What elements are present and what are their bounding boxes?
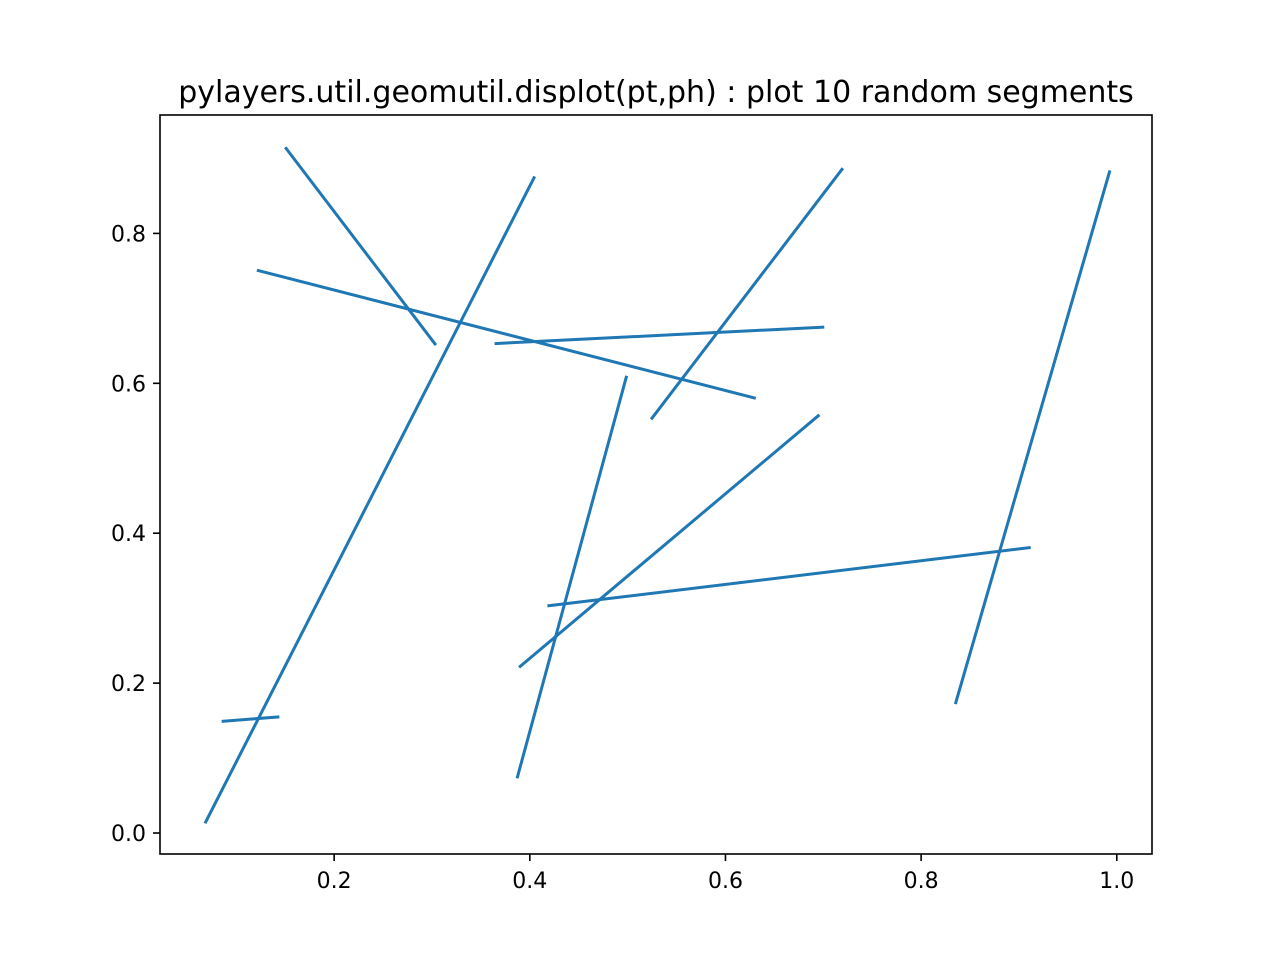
y-tick-label-3: 0.6 bbox=[111, 372, 146, 397]
x-tick-label-4: 1.0 bbox=[1099, 869, 1134, 894]
segment-3 bbox=[256, 268, 757, 400]
x-tick-label-0: 0.2 bbox=[317, 869, 352, 894]
segment-6 bbox=[515, 375, 629, 779]
segments-layer bbox=[203, 146, 1112, 824]
chart-title: pylayers.util.geomutil.displot(pt,ph) : … bbox=[178, 75, 1134, 110]
segment-7 bbox=[518, 413, 821, 669]
axes-frame bbox=[159, 114, 1153, 855]
ticks-layer: 0.2 0.4 0.6 0.8 1.0 0.0 0.2 0.4 0.6 0.8 bbox=[111, 222, 1134, 894]
y-tick-label-2: 0.4 bbox=[111, 522, 146, 547]
segment-2 bbox=[203, 175, 537, 824]
y-tick-label-4: 0.8 bbox=[111, 222, 146, 247]
segment-4 bbox=[494, 325, 825, 346]
segment-9 bbox=[953, 170, 1112, 705]
y-tick-label-1: 0.2 bbox=[111, 672, 146, 697]
x-tick-label-1: 0.4 bbox=[512, 869, 547, 894]
segment-1 bbox=[284, 146, 438, 346]
x-tick-label-2: 0.6 bbox=[708, 869, 743, 894]
segment-10 bbox=[221, 715, 280, 723]
y-tick-label-0: 0.0 bbox=[111, 822, 146, 847]
x-tick-label-3: 0.8 bbox=[904, 869, 939, 894]
segment-5 bbox=[649, 167, 845, 421]
segment-8 bbox=[547, 545, 1031, 608]
